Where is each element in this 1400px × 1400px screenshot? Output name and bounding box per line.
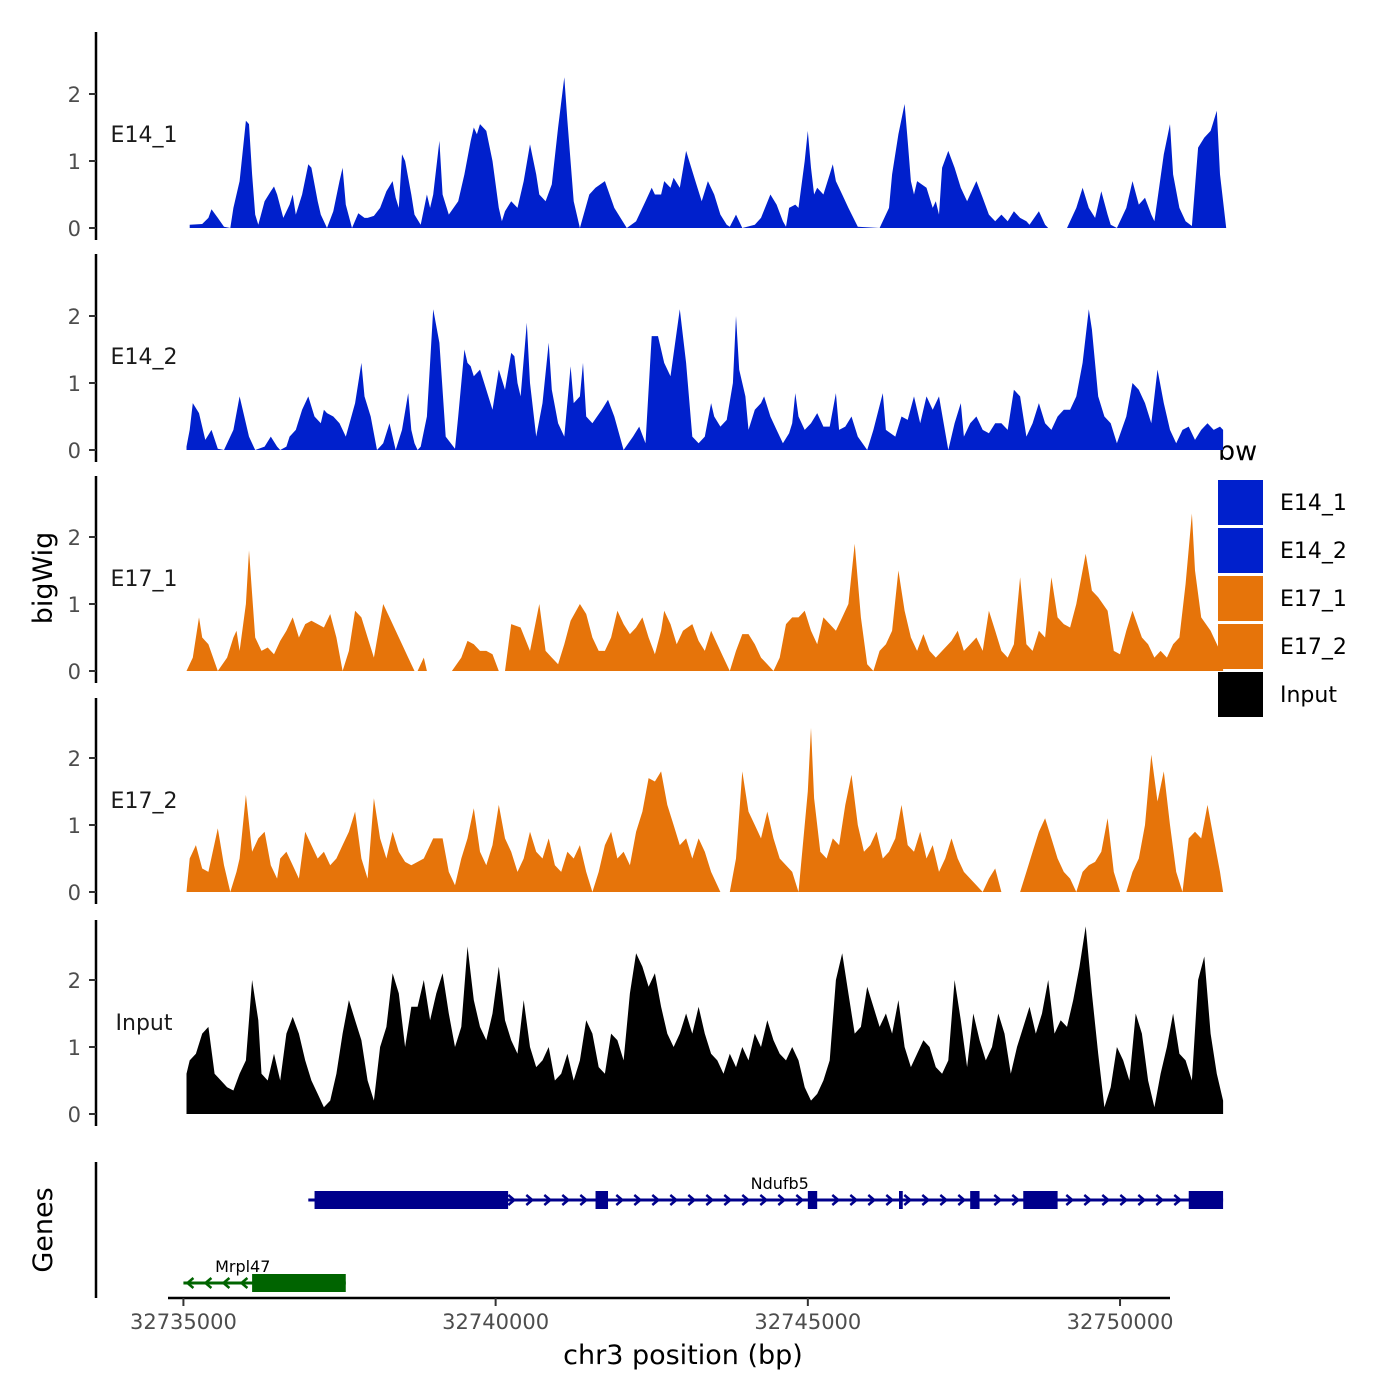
exon	[970, 1191, 980, 1209]
strand-arrow	[525, 1194, 535, 1206]
x-tick-label: 32745000	[754, 1310, 861, 1334]
y-tick-label: 2	[68, 526, 81, 550]
strand-arrow	[507, 1194, 517, 1206]
y-tick-label: 2	[68, 969, 81, 993]
track-E17_2: 0 1 2 E17_2	[68, 698, 1224, 905]
track-E14_1: 0 1 2 E14_1	[68, 32, 1227, 241]
y-tick-label: 2	[68, 83, 81, 107]
gene-Mrpl47: Mrpl47	[183, 1257, 346, 1292]
x-tick-label: 32750000	[1067, 1310, 1174, 1334]
y-tick-label: 2	[68, 747, 81, 771]
strand-arrow	[651, 1194, 661, 1206]
y-tick-label: 0	[68, 881, 81, 905]
legend-label: E14_2	[1280, 539, 1347, 564]
strand-arrow	[633, 1194, 643, 1206]
strand-arrow	[1119, 1194, 1129, 1206]
legend-key-E14_1	[1218, 480, 1263, 525]
strand-arrow	[669, 1194, 679, 1206]
strand-arrow	[831, 1194, 841, 1206]
legend-label: E14_1	[1280, 491, 1347, 516]
legend-key-E17_2	[1218, 624, 1263, 669]
strand-arrow	[239, 1277, 249, 1289]
gene-Ndufb5: Ndufb5	[308, 1174, 1224, 1209]
strand-arrow	[203, 1277, 213, 1289]
signal-area-E17_1	[186, 513, 1224, 671]
strand-arrow	[1011, 1194, 1021, 1206]
legend-key-E17_1	[1218, 576, 1263, 621]
strand-arrow	[903, 1194, 913, 1206]
y-tick-label: 0	[68, 1103, 81, 1127]
y-axis-title: bigWig	[28, 532, 59, 625]
y-tick-label: 2	[68, 305, 81, 329]
strand-arrow	[1101, 1194, 1111, 1206]
y-tick-label: 0	[68, 439, 81, 463]
strand-arrow	[993, 1194, 1003, 1206]
strand-arrow	[759, 1194, 769, 1206]
y-tick-label: 1	[68, 814, 81, 838]
y-tick-label: 1	[68, 593, 81, 617]
gene-label: Ndufb5	[751, 1174, 809, 1193]
track-label: E17_1	[111, 567, 178, 592]
gene-label: Mrpl47	[215, 1257, 270, 1276]
strand-arrow	[921, 1194, 931, 1206]
track-label: E17_2	[111, 789, 178, 814]
strand-arrow	[185, 1277, 195, 1289]
x-tick-label: 32740000	[442, 1310, 549, 1334]
exon	[595, 1191, 609, 1209]
signal-area-E17_2	[186, 727, 1224, 892]
track-Input: 0 1 2 Input	[68, 920, 1224, 1127]
strand-arrow	[849, 1194, 859, 1206]
y-tick-label: 0	[68, 217, 81, 241]
strand-arrow	[777, 1194, 787, 1206]
exon	[1023, 1191, 1058, 1209]
legend-label: E17_1	[1280, 587, 1347, 612]
legend-title: bw	[1218, 436, 1257, 467]
strand-arrow	[1083, 1194, 1093, 1206]
strand-arrow	[1155, 1194, 1165, 1206]
track-label: E14_2	[111, 345, 178, 370]
track-label: Input	[116, 1011, 173, 1036]
track-label: E14_1	[111, 123, 178, 148]
y-tick-label: 1	[68, 150, 81, 174]
strand-arrow	[939, 1194, 949, 1206]
strand-arrow	[221, 1277, 231, 1289]
strand-arrow	[615, 1194, 625, 1206]
strand-arrow	[1137, 1194, 1147, 1206]
strand-arrow	[795, 1194, 805, 1206]
x-tick-label: 32735000	[130, 1310, 237, 1334]
y-tick-label: 0	[68, 660, 81, 684]
signal-area-Input	[186, 926, 1224, 1114]
legend-label: E17_2	[1280, 635, 1347, 660]
signal-area-E14_2	[186, 309, 1224, 450]
exon	[899, 1191, 903, 1209]
strand-arrow	[1173, 1194, 1183, 1206]
strand-arrow	[741, 1194, 751, 1206]
x-axis-title: chr3 position (bp)	[563, 1340, 803, 1371]
strand-arrow	[867, 1194, 877, 1206]
strand-arrow	[687, 1194, 697, 1206]
strand-arrow	[885, 1194, 895, 1206]
y-tick-label: 1	[68, 1036, 81, 1060]
strand-arrow	[705, 1194, 715, 1206]
track-E17_1: 0 1 2 E17_1	[68, 476, 1224, 684]
exon	[807, 1191, 818, 1209]
strand-arrow	[957, 1194, 967, 1206]
legend-key-E14_2	[1218, 528, 1263, 573]
genes-axis-title: Genes	[28, 1187, 59, 1272]
strand-arrow	[1065, 1194, 1075, 1206]
track-E14_2: 0 1 2 E14_2	[68, 254, 1224, 463]
y-tick-label: 1	[68, 372, 81, 396]
legend-key-Input	[1218, 672, 1263, 717]
signal-area-E14_1	[189, 77, 1227, 228]
exon	[1188, 1191, 1224, 1209]
exon	[252, 1274, 346, 1292]
exon	[314, 1191, 509, 1209]
strand-arrow	[579, 1194, 589, 1206]
legend-label: Input	[1280, 683, 1337, 708]
strand-arrow	[561, 1194, 571, 1206]
strand-arrow	[543, 1194, 553, 1206]
strand-arrow	[723, 1194, 733, 1206]
